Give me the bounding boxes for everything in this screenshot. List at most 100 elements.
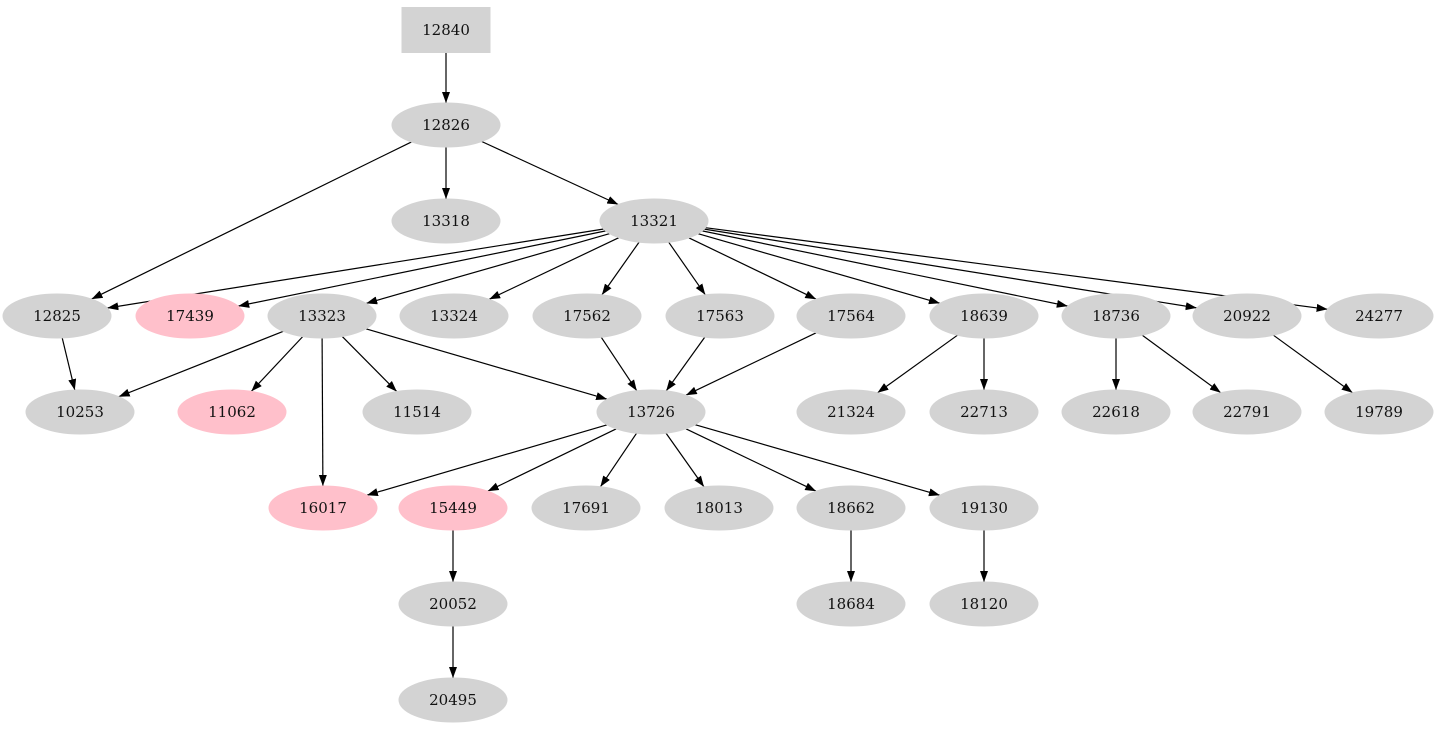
node-18736: 18736 [1061, 293, 1171, 339]
node-18120: 18120 [929, 581, 1039, 627]
edge-18736-22791 [1141, 334, 1222, 394]
node-shape-ellipse-13323 [267, 293, 377, 339]
node-label-13318: 13318 [422, 212, 470, 230]
node-22791: 22791 [1192, 389, 1302, 435]
node-label-18736: 18736 [1092, 307, 1140, 325]
node-label-12826: 12826 [422, 116, 470, 134]
edge-13726-16017 [366, 424, 608, 496]
node-label-17439: 17439 [166, 307, 214, 325]
edge-13321-13323 [366, 233, 610, 305]
edge-17562-13726 [600, 336, 638, 392]
node-label-20495: 20495 [429, 691, 477, 709]
node-shape-ellipse-13318 [391, 198, 501, 244]
node-20922: 20922 [1192, 293, 1302, 339]
node-label-18120: 18120 [960, 595, 1008, 613]
node-shape-ellipse-19130 [929, 485, 1039, 531]
edge-13321-18736 [702, 230, 1068, 308]
node-label-17562: 17562 [563, 307, 611, 325]
node-layer: 12840 12826 13318 13321 12825 17439 13323 13324… [2, 7, 1434, 723]
node-shape-ellipse-13324 [399, 293, 509, 339]
node-label-20052: 20052 [429, 595, 477, 613]
node-shape-ellipse-17562 [532, 293, 642, 339]
node-label-18013: 18013 [695, 499, 743, 517]
edge-13726-18662 [685, 428, 817, 492]
node-13726: 13726 [596, 389, 706, 435]
node-19789: 19789 [1324, 389, 1434, 435]
node-label-13323: 13323 [298, 307, 346, 325]
node-label-21324: 21324 [827, 403, 875, 421]
node-shape-ellipse-12825 [2, 293, 112, 339]
node-12825: 12825 [2, 293, 112, 339]
edge-13726-15449 [487, 428, 617, 492]
node-shape-ellipse-21324 [796, 389, 906, 435]
node-18639: 18639 [929, 293, 1039, 339]
node-21324: 21324 [796, 389, 906, 435]
node-label-13726: 13726 [627, 403, 675, 421]
node-shape-ellipse-11514 [362, 389, 472, 435]
node-18662: 18662 [796, 485, 906, 531]
node-label-24277: 24277 [1355, 307, 1403, 325]
node-label-12825: 12825 [33, 307, 81, 325]
node-label-13321: 13321 [630, 212, 678, 230]
edge-13321-17563 [668, 241, 706, 296]
node-shape-ellipse-18662 [796, 485, 906, 531]
node-16017: 16017 [268, 485, 378, 531]
node-label-22713: 22713 [960, 403, 1008, 421]
edge-13321-17564 [688, 237, 817, 300]
node-13324: 13324 [399, 293, 509, 339]
edge-12826-12825 [91, 141, 412, 300]
node-shape-ellipse-15449 [398, 485, 508, 531]
node-shape-ellipse-17439 [135, 293, 245, 339]
node-shape-ellipse-20922 [1192, 293, 1302, 339]
node-shape-ellipse-20495 [398, 677, 508, 723]
node-shape-ellipse-12826 [391, 102, 501, 148]
node-17563: 17563 [665, 293, 775, 339]
node-shape-ellipse-22713 [929, 389, 1039, 435]
node-label-19789: 19789 [1355, 403, 1403, 421]
edge-13323-11062 [250, 336, 304, 392]
node-label-13324: 13324 [430, 307, 478, 325]
node-13318: 13318 [391, 198, 501, 244]
node-shape-ellipse-18639 [929, 293, 1039, 339]
edge-20922-19789 [1273, 334, 1353, 394]
node-shape-ellipse-22791 [1192, 389, 1302, 435]
node-shape-ellipse-20052 [398, 581, 508, 627]
edge-13323-16017 [318, 337, 327, 487]
edge-13726-19130 [694, 424, 941, 497]
edge-13323-10253 [118, 330, 284, 398]
node-shape-ellipse-11062 [177, 389, 287, 435]
node-label-15449: 15449 [429, 499, 477, 517]
node-13321: 13321 [599, 198, 709, 244]
node-15449: 15449 [398, 485, 508, 531]
edge-layer [61, 52, 1353, 678]
node-shape-ellipse-24277 [1324, 293, 1434, 339]
node-shape-ellipse-18736 [1061, 293, 1171, 339]
edge-12825-10253 [61, 337, 77, 391]
node-label-18639: 18639 [960, 307, 1008, 325]
node-17564: 17564 [796, 293, 906, 339]
edge-17564-13726 [685, 332, 817, 396]
edge-13726-17691 [599, 432, 638, 488]
node-label-10253: 10253 [56, 403, 104, 421]
node-shape-ellipse-10253 [25, 389, 135, 435]
edge-13323-11514 [341, 335, 398, 393]
node-shape-ellipse-17563 [665, 293, 775, 339]
node-22713: 22713 [929, 389, 1039, 435]
node-shape-ellipse-17564 [796, 293, 906, 339]
node-label-18684: 18684 [827, 595, 875, 613]
edge-12826-13321 [481, 140, 619, 206]
node-12840: 12840 [401, 7, 491, 53]
node-22618: 22618 [1061, 389, 1171, 435]
node-shape-ellipse-18684 [796, 581, 906, 627]
node-shape-ellipse-18120 [929, 581, 1039, 627]
node-label-11514: 11514 [393, 403, 441, 421]
edge-13321-17562 [601, 241, 640, 296]
node-18684: 18684 [796, 581, 906, 627]
node-24277: 24277 [1324, 293, 1434, 339]
node-17439: 17439 [135, 293, 245, 339]
node-20052: 20052 [398, 581, 508, 627]
edge-13321-13324 [488, 237, 620, 300]
node-shape-ellipse-18013 [664, 485, 774, 531]
node-label-17563: 17563 [696, 307, 744, 325]
